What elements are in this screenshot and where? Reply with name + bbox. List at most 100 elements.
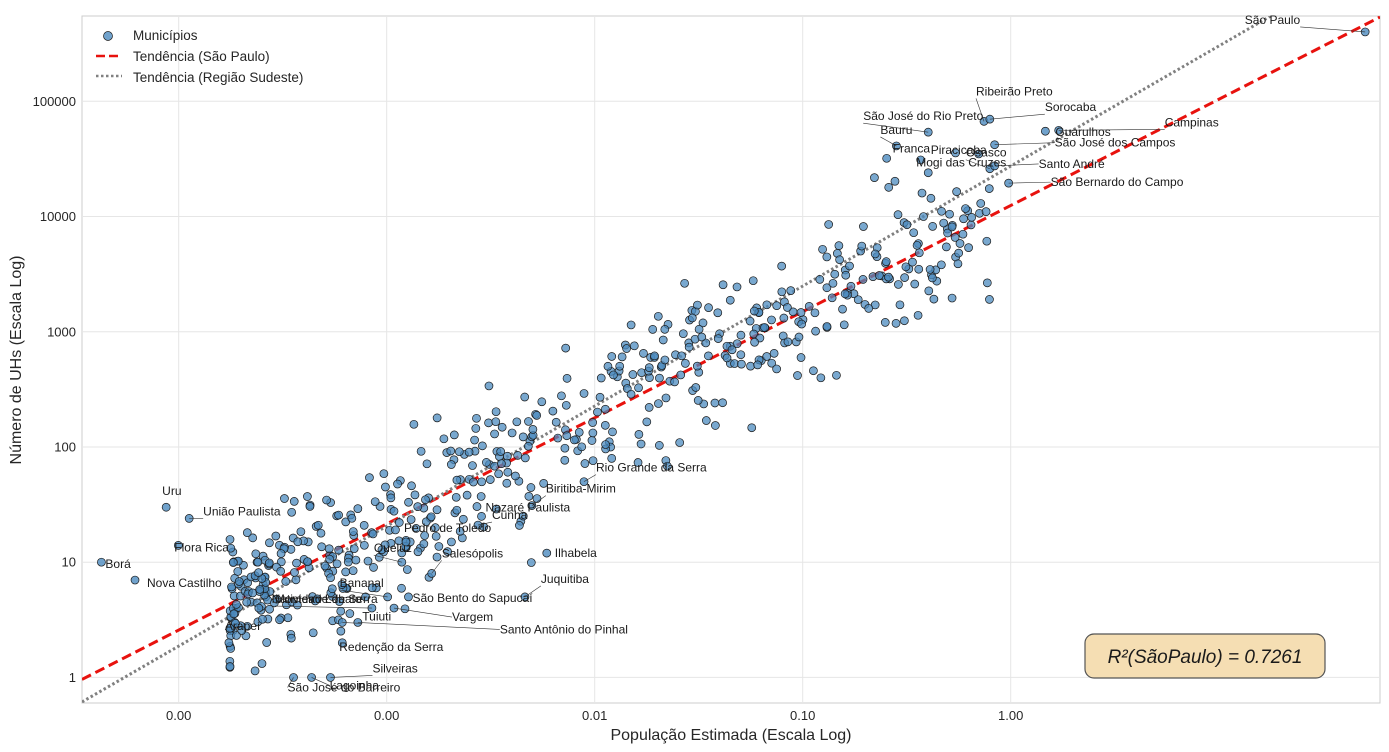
data-point <box>633 458 643 467</box>
data-point <box>684 342 694 352</box>
data-point <box>406 515 416 524</box>
annotation-label: Santo André <box>1039 157 1105 171</box>
data-point <box>443 547 452 556</box>
data-point <box>336 626 346 636</box>
annotation-leader <box>965 159 990 169</box>
data-point <box>290 568 299 577</box>
y-tick-labels: 1 10 100 1000 10000 100000 <box>33 94 76 685</box>
annotation-label: Bananal <box>340 576 384 590</box>
data-point <box>326 573 335 583</box>
data-point <box>225 662 235 671</box>
data-point <box>303 557 312 566</box>
data-point <box>796 353 806 362</box>
data-point <box>265 604 274 614</box>
data-point <box>293 537 303 547</box>
data-point <box>634 383 643 393</box>
data-point <box>446 460 456 469</box>
data-point <box>490 429 499 439</box>
data-point <box>452 475 462 485</box>
data-point <box>462 490 472 500</box>
data-point <box>303 492 312 501</box>
data-point <box>257 659 267 668</box>
annotation-label: Ribeirão Preto <box>976 84 1053 98</box>
data-point <box>334 545 344 555</box>
data-point-reden-o-da-serra <box>337 638 347 648</box>
data-point <box>654 399 663 408</box>
data-point <box>484 418 493 428</box>
data-point <box>891 318 901 328</box>
data-point <box>379 469 389 479</box>
annotation-leader <box>477 521 493 526</box>
x-tick-label: 0.00 <box>166 708 191 723</box>
data-point <box>767 358 777 368</box>
annotation-label: Flora Rica <box>174 540 229 554</box>
data-point <box>846 281 856 291</box>
data-point <box>528 425 538 434</box>
data-point <box>772 301 782 311</box>
data-point <box>732 282 742 292</box>
data-point <box>337 580 347 589</box>
data-point <box>447 537 456 547</box>
annotation-label: Biritiba-Mirim <box>546 482 616 496</box>
data-point <box>900 273 909 282</box>
data-point <box>275 615 284 625</box>
data-point <box>347 513 357 523</box>
data-point <box>332 559 342 569</box>
data-point <box>779 313 789 323</box>
data-point <box>937 206 946 216</box>
data-point <box>704 303 713 312</box>
data-point <box>551 417 561 427</box>
data-point <box>386 493 396 503</box>
data-point-piracicaba <box>916 155 926 165</box>
data-point <box>324 544 334 554</box>
annotation-label: Uru <box>162 484 181 498</box>
data-point <box>524 417 533 426</box>
data-point <box>254 603 264 613</box>
data-point <box>760 323 769 332</box>
data-point <box>394 518 404 527</box>
data-point <box>629 341 639 351</box>
data-point <box>884 272 893 282</box>
data-point <box>678 329 688 339</box>
data-point <box>280 494 289 503</box>
data-point <box>811 326 820 336</box>
data-point <box>289 497 299 506</box>
data-point <box>365 473 374 482</box>
y-tick-label: 10000 <box>40 209 76 224</box>
data-point <box>634 430 644 439</box>
data-point <box>982 236 992 246</box>
data-point-arape- <box>224 638 234 648</box>
data-point <box>368 529 378 539</box>
data-point <box>736 330 746 340</box>
data-point <box>880 318 890 327</box>
data-point <box>985 295 994 304</box>
data-point <box>560 455 570 465</box>
y-tick-label: 100000 <box>33 94 76 109</box>
data-point <box>830 269 840 279</box>
data-point <box>248 533 258 543</box>
data-point <box>603 361 613 371</box>
data-point <box>984 184 994 193</box>
data-point <box>839 320 849 330</box>
data-point <box>961 204 970 213</box>
data-point <box>736 350 746 360</box>
data-point <box>718 398 727 408</box>
data-point <box>853 295 863 305</box>
data-point <box>644 403 654 412</box>
data-point <box>377 545 387 555</box>
data-point <box>251 549 261 559</box>
data-point-guarulhos <box>1041 126 1050 136</box>
annotation-leader <box>271 596 366 600</box>
data-point <box>526 483 536 492</box>
legend: Municípios Tendência (São Paulo) Tendênc… <box>96 28 303 85</box>
data-point <box>622 344 631 353</box>
data-point <box>910 279 920 289</box>
annotation-leader <box>357 622 500 630</box>
data-point <box>650 351 659 361</box>
data-point <box>639 349 648 358</box>
annotation-label: Bauru <box>880 123 912 137</box>
data-point <box>491 417 501 427</box>
annotation-label: Campinas <box>1165 115 1219 129</box>
background-points <box>225 148 994 676</box>
